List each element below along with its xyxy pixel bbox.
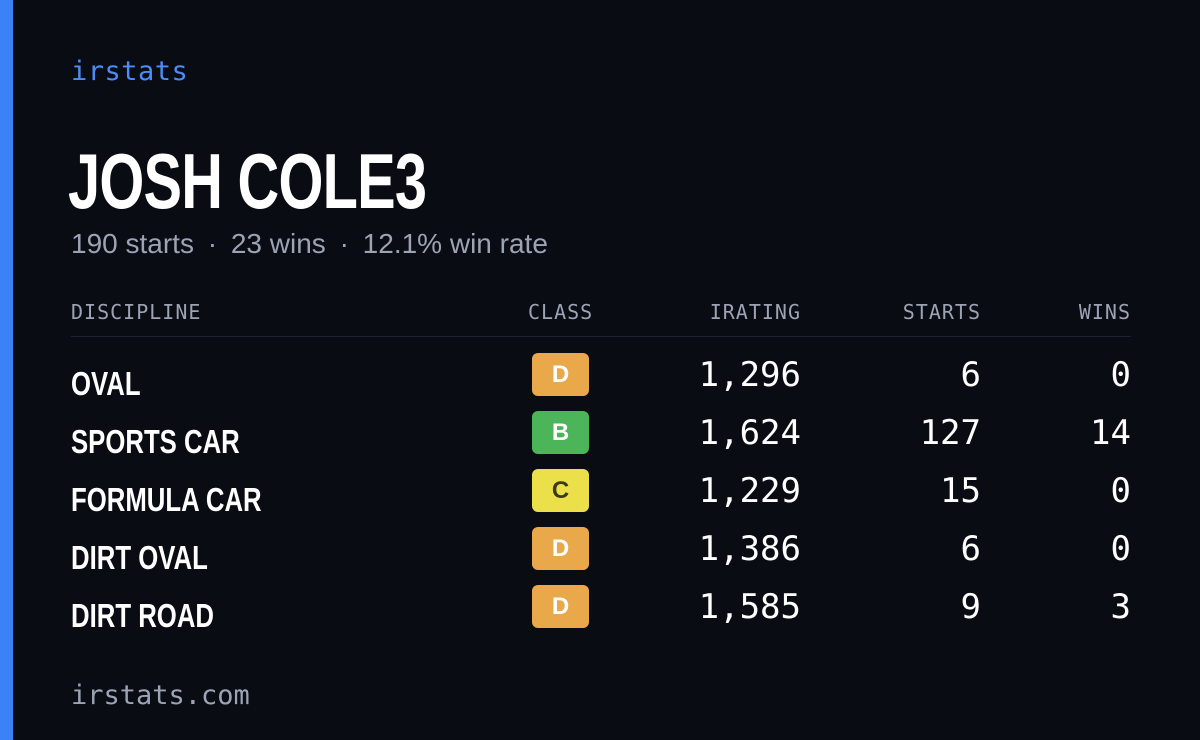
header-starts: STARTS [902,300,981,324]
class-badge: D [532,353,589,396]
class-badge: C [532,469,589,512]
table-row: DIRT ROAD D 1,585 9 3 [71,585,1131,643]
starts-value: 6 [960,355,981,395]
discipline-name: OVAL [71,365,141,402]
brand-logo: irstats [71,56,189,87]
header-discipline: DISCIPLINE [71,300,202,324]
wins-value: 3 [1110,587,1131,627]
irating-value: 1,585 [698,587,801,627]
wins-value: 0 [1110,529,1131,569]
irating-value: 1,386 [698,529,801,569]
starts-value: 9 [960,587,981,627]
starts-value: 6 [960,529,981,569]
wins-value: 14 [1090,413,1131,453]
class-badge: D [532,585,589,628]
irating-value: 1,296 [698,355,801,395]
table-row: SPORTS CAR B 1,624 127 14 [71,411,1131,469]
class-badge: B [532,411,589,454]
irating-value: 1,229 [698,471,801,511]
table-row: DIRT OVAL D 1,386 6 0 [71,527,1131,585]
starts-value: 127 [919,413,981,453]
license-table: DISCIPLINE CLASS IRATING STARTS WINS OVA… [71,298,1131,643]
wins-value: 0 [1110,471,1131,511]
summary-separator: · [207,228,218,259]
driver-summary: 190 starts · 23 wins · 12.1% win rate [71,228,548,260]
discipline-name: DIRT OVAL [71,539,208,576]
class-badge: D [532,527,589,570]
table-header: DISCIPLINE CLASS IRATING STARTS WINS [71,298,1131,337]
accent-bar [0,0,13,740]
discipline-name: SPORTS CAR [71,423,240,460]
summary-win-rate: 12.1% win rate [362,228,548,259]
summary-wins: 23 wins [230,228,326,259]
table-row: FORMULA CAR C 1,229 15 0 [71,469,1131,527]
wins-value: 0 [1110,355,1131,395]
irating-value: 1,624 [698,413,801,453]
summary-starts: 190 starts [71,228,194,259]
footer-url[interactable]: irstats.com [71,680,250,711]
discipline-name: DIRT ROAD [71,597,214,634]
header-irating: IRATING [709,300,801,324]
discipline-name: FORMULA CAR [71,481,262,518]
driver-name: JOSH COLE3 [68,137,427,225]
table-row: OVAL D 1,296 6 0 [71,353,1131,411]
header-wins: WINS [1078,300,1131,324]
starts-value: 15 [940,471,981,511]
summary-separator: · [339,228,349,259]
table-body: OVAL D 1,296 6 0 SPORTS CAR B 1,624 127 … [71,353,1131,643]
header-class: CLASS [528,300,594,324]
